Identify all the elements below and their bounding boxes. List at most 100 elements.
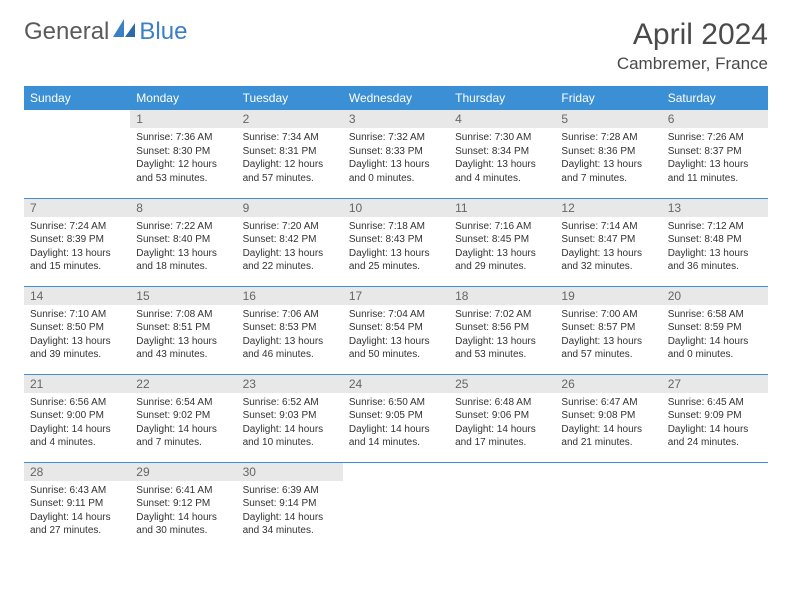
day-details: Sunrise: 7:34 AMSunset: 8:31 PMDaylight:…	[237, 128, 343, 191]
day-details: Sunrise: 6:45 AMSunset: 9:09 PMDaylight:…	[662, 393, 768, 456]
day-sunset: Sunset: 8:47 PM	[561, 233, 655, 247]
day-details: Sunrise: 6:56 AMSunset: 9:00 PMDaylight:…	[24, 393, 130, 456]
day-number: 6	[662, 110, 768, 128]
day-sunrise: Sunrise: 7:26 AM	[668, 131, 762, 145]
day-daylight2: and 11 minutes.	[668, 172, 762, 186]
day-details: Sunrise: 7:22 AMSunset: 8:40 PMDaylight:…	[130, 217, 236, 280]
day-cell: 12Sunrise: 7:14 AMSunset: 8:47 PMDayligh…	[555, 198, 661, 286]
day-daylight2: and 24 minutes.	[668, 436, 762, 450]
day-cell: 16Sunrise: 7:06 AMSunset: 8:53 PMDayligh…	[237, 286, 343, 374]
dow-sunday: Sunday	[24, 86, 130, 110]
day-daylight1: Daylight: 13 hours	[349, 335, 443, 349]
day-daylight2: and 0 minutes.	[349, 172, 443, 186]
day-details: Sunrise: 7:26 AMSunset: 8:37 PMDaylight:…	[662, 128, 768, 191]
day-details: Sunrise: 7:02 AMSunset: 8:56 PMDaylight:…	[449, 305, 555, 368]
day-number: 8	[130, 199, 236, 217]
brand-logo: General Blue	[24, 18, 187, 46]
day-daylight1: Daylight: 14 hours	[561, 423, 655, 437]
day-sunset: Sunset: 9:08 PM	[561, 409, 655, 423]
day-cell: 10Sunrise: 7:18 AMSunset: 8:43 PMDayligh…	[343, 198, 449, 286]
day-daylight2: and 53 minutes.	[136, 172, 230, 186]
day-sunset: Sunset: 9:05 PM	[349, 409, 443, 423]
day-sunrise: Sunrise: 7:04 AM	[349, 308, 443, 322]
day-sunrise: Sunrise: 7:28 AM	[561, 131, 655, 145]
brand-part2: Blue	[139, 18, 187, 46]
day-sunset: Sunset: 8:50 PM	[30, 321, 124, 335]
day-number: 16	[237, 287, 343, 305]
dow-thursday: Thursday	[449, 86, 555, 110]
week-row: 21Sunrise: 6:56 AMSunset: 9:00 PMDayligh…	[24, 374, 768, 462]
day-daylight2: and 4 minutes.	[455, 172, 549, 186]
day-cell: 22Sunrise: 6:54 AMSunset: 9:02 PMDayligh…	[130, 374, 236, 462]
day-daylight2: and 22 minutes.	[243, 260, 337, 274]
day-daylight1: Daylight: 13 hours	[455, 335, 549, 349]
day-details: Sunrise: 7:24 AMSunset: 8:39 PMDaylight:…	[24, 217, 130, 280]
day-details: Sunrise: 7:10 AMSunset: 8:50 PMDaylight:…	[24, 305, 130, 368]
location-label: Cambremer, France	[617, 54, 768, 74]
calendar-table: Sunday Monday Tuesday Wednesday Thursday…	[24, 86, 768, 550]
day-sunset: Sunset: 8:45 PM	[455, 233, 549, 247]
day-daylight1: Daylight: 13 hours	[136, 247, 230, 261]
day-daylight2: and 18 minutes.	[136, 260, 230, 274]
day-number: 5	[555, 110, 661, 128]
dow-friday: Friday	[555, 86, 661, 110]
day-cell: 24Sunrise: 6:50 AMSunset: 9:05 PMDayligh…	[343, 374, 449, 462]
day-number: 23	[237, 375, 343, 393]
day-daylight2: and 34 minutes.	[243, 524, 337, 538]
day-sunset: Sunset: 8:39 PM	[30, 233, 124, 247]
day-daylight1: Daylight: 13 hours	[30, 247, 124, 261]
day-sunrise: Sunrise: 7:02 AM	[455, 308, 549, 322]
day-daylight2: and 36 minutes.	[668, 260, 762, 274]
day-number: 3	[343, 110, 449, 128]
day-sunrise: Sunrise: 7:36 AM	[136, 131, 230, 145]
day-daylight1: Daylight: 13 hours	[561, 158, 655, 172]
day-number: 19	[555, 287, 661, 305]
day-sunset: Sunset: 9:02 PM	[136, 409, 230, 423]
day-sunset: Sunset: 9:11 PM	[30, 497, 124, 511]
week-row: 14Sunrise: 7:10 AMSunset: 8:50 PMDayligh…	[24, 286, 768, 374]
day-number: 1	[130, 110, 236, 128]
day-cell: 20Sunrise: 6:58 AMSunset: 8:59 PMDayligh…	[662, 286, 768, 374]
day-details: Sunrise: 7:04 AMSunset: 8:54 PMDaylight:…	[343, 305, 449, 368]
day-details: Sunrise: 6:39 AMSunset: 9:14 PMDaylight:…	[237, 481, 343, 544]
day-sunrise: Sunrise: 6:43 AM	[30, 484, 124, 498]
day-sunrise: Sunrise: 7:00 AM	[561, 308, 655, 322]
day-cell: 14Sunrise: 7:10 AMSunset: 8:50 PMDayligh…	[24, 286, 130, 374]
calendar-body: 1 Sunrise: 7:36 AMSunset: 8:30 PM Daylight…	[24, 110, 768, 550]
day-daylight2: and 25 minutes.	[349, 260, 443, 274]
day-sunset: Sunset: 8:30 PM	[136, 145, 230, 159]
day-sunset: Sunset: 9:14 PM	[243, 497, 337, 511]
day-number: 2	[237, 110, 343, 128]
day-cell: 3Sunrise: 7:32 AMSunset: 8:33 PMDaylight…	[343, 110, 449, 198]
day-daylight2: and 0 minutes.	[668, 348, 762, 362]
day-sunset: Sunset: 8:54 PM	[349, 321, 443, 335]
day-number: 29	[130, 463, 236, 481]
day-sunset: Sunset: 9:12 PM	[136, 497, 230, 511]
day-sunrise: Sunrise: 7:06 AM	[243, 308, 337, 322]
day-details: Sunrise: 7:14 AMSunset: 8:47 PMDaylight:…	[555, 217, 661, 280]
day-cell: 7Sunrise: 7:24 AMSunset: 8:39 PMDaylight…	[24, 198, 130, 286]
day-number: 25	[449, 375, 555, 393]
day-daylight2: and 46 minutes.	[243, 348, 337, 362]
day-sunset: Sunset: 9:03 PM	[243, 409, 337, 423]
day-cell: 15Sunrise: 7:08 AMSunset: 8:51 PMDayligh…	[130, 286, 236, 374]
day-sunset: Sunset: 9:09 PM	[668, 409, 762, 423]
day-daylight1: Daylight: 14 hours	[668, 335, 762, 349]
day-number: 22	[130, 375, 236, 393]
day-daylight2: and 14 minutes.	[349, 436, 443, 450]
day-sunrise: Sunrise: 7:30 AM	[455, 131, 549, 145]
day-number: 18	[449, 287, 555, 305]
day-cell: 23Sunrise: 6:52 AMSunset: 9:03 PMDayligh…	[237, 374, 343, 462]
day-sunset: Sunset: 8:36 PM	[561, 145, 655, 159]
dow-monday: Monday	[130, 86, 236, 110]
day-daylight2: and 57 minutes.	[243, 172, 337, 186]
day-daylight1: Daylight: 14 hours	[243, 423, 337, 437]
day-cell	[555, 462, 661, 550]
day-daylight1: Daylight: 13 hours	[349, 247, 443, 261]
day-number: 4	[449, 110, 555, 128]
day-sunrise: Sunrise: 7:32 AM	[349, 131, 443, 145]
day-sunset: Sunset: 8:48 PM	[668, 233, 762, 247]
day-cell: 28Sunrise: 6:43 AMSunset: 9:11 PMDayligh…	[24, 462, 130, 550]
day-daylight1: Daylight: 13 hours	[136, 335, 230, 349]
day-sunrise: Sunrise: 6:39 AM	[243, 484, 337, 498]
